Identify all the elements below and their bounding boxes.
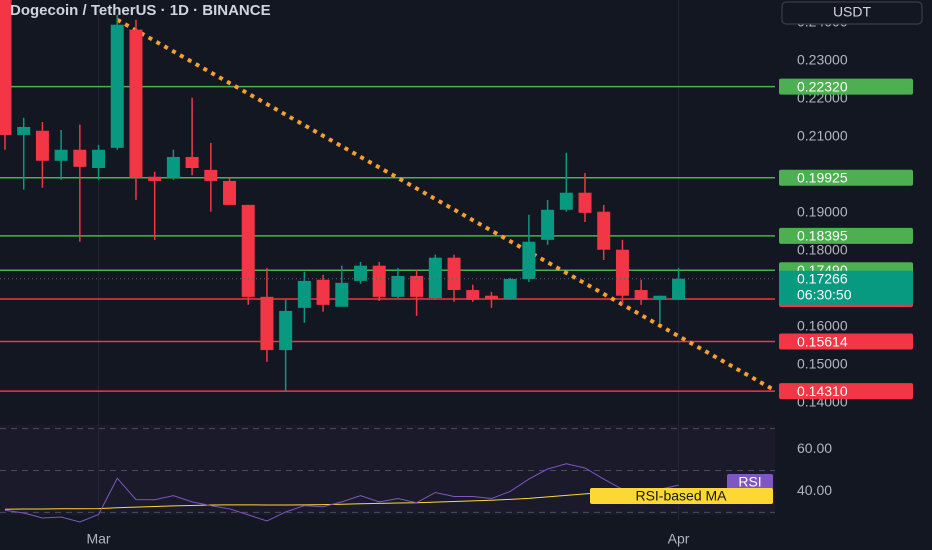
currency-button[interactable] [781,1,923,25]
candle-body [92,149,106,168]
level-label: 0.14310 [797,383,848,399]
level-label: 0.15614 [797,333,848,349]
candle-body [410,275,424,297]
candle-body [166,156,180,178]
y-tick-label: 0.18000 [797,242,848,258]
candle-body [466,290,480,300]
candle-body [634,290,648,300]
candle-body [428,257,442,298]
y-tick-label: 0.23000 [797,52,848,68]
candle-body [353,265,367,281]
level-badge [779,383,913,400]
candle-body [597,211,611,250]
candle-body [0,0,12,135]
rsi-line [4,463,679,523]
chart-title: Dogecoin / TetherUS · 1D · BINANCE [10,2,271,19]
candle-body [204,169,218,181]
candle-body [279,310,293,351]
y-tick-label: 0.19000 [797,204,848,220]
candle-body [260,296,274,351]
candle-body [484,295,498,299]
current-price-label: 0.17266 [797,270,848,286]
candle-body [503,278,517,299]
candle-body [447,257,461,291]
currency-label[interactable]: USDT [833,4,872,20]
candle-body [672,278,686,300]
candle-body [559,192,573,210]
price-axis: MarApr0.240000.230000.220000.210000.1900… [86,14,913,547]
candle-body [185,156,199,168]
legend-badge [590,488,773,504]
y-tick-label: 0.15000 [797,356,848,372]
candle-body [17,126,31,135]
candle-body [578,192,592,213]
candle-body [73,149,87,167]
candle-body [653,295,667,300]
level-label: 0.18395 [797,228,848,244]
candle-body [35,130,49,161]
candle-body [316,279,330,305]
rsi-tick-label: 60.00 [797,440,832,456]
candle-body [297,280,311,308]
candle-body [522,241,536,279]
y-tick-label: 0.16000 [797,318,848,334]
candle-body [372,265,386,297]
candle-body [54,149,68,161]
rsi-tick-label: 40.00 [797,482,832,498]
candle-body [541,209,555,240]
candle-body [391,275,405,297]
candle-body [241,204,255,297]
candle-body [223,180,237,205]
countdown-label: 06:30:50 [797,286,852,302]
level-label: 0.22320 [797,78,848,94]
candle-body [615,249,629,296]
current-price-badge [779,270,913,305]
level-badge [779,169,913,186]
plot [0,0,775,392]
legend-label: RSI-based MA [635,488,727,504]
candle-body [110,24,124,148]
candle-body [148,176,162,181]
candle-body [335,282,349,307]
level-badge [779,78,913,95]
x-tick-label: Mar [86,531,110,547]
y-tick-label: 0.21000 [797,128,848,144]
legend-label: RSI [738,474,761,490]
legend-badge [727,474,773,490]
level-label: 0.19925 [797,169,848,185]
level-badge [779,333,913,350]
candle-body [129,29,143,178]
rsi-plot: RSI RSI-based MA [0,428,775,523]
rsi-line [4,488,679,510]
x-tick-label: Apr [668,531,690,547]
level-badge [779,227,913,244]
